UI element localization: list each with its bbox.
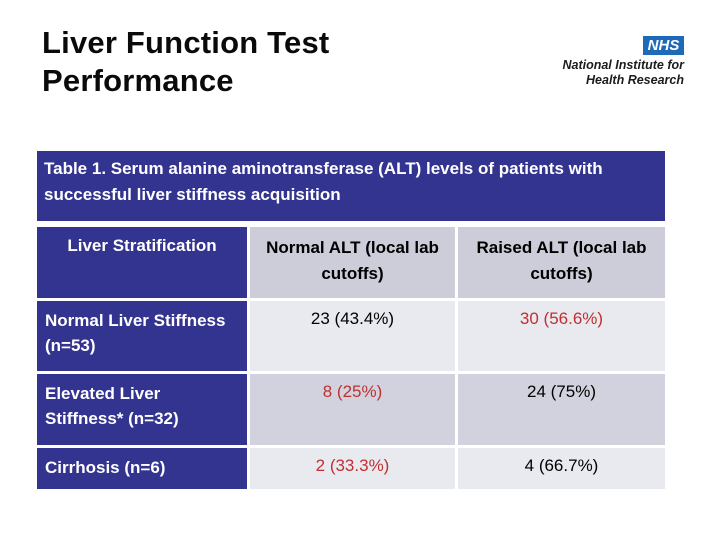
table-cell: 8 (25%): [250, 374, 455, 445]
alt-table: Liver Stratification Normal ALT (local l…: [37, 227, 665, 489]
page-title: Liver Function Test Performance: [42, 24, 329, 100]
cell-value: 4 (66.7%): [524, 456, 599, 475]
table-cell: 4 (66.7%): [458, 448, 665, 489]
column-header-stratification: Liver Stratification: [37, 227, 247, 298]
table-cell: 30 (56.6%): [458, 301, 665, 371]
cell-value: 30 (56.6%): [519, 309, 604, 328]
title-line-2: Performance: [42, 63, 234, 98]
table-cell: 2 (33.3%): [250, 448, 455, 489]
title-line-1: Liver Function Test: [42, 25, 330, 60]
cell-value: 23 (43.4%): [310, 309, 395, 328]
cell-value: 24 (75%): [527, 382, 596, 401]
nhs-logo-icon: NHS: [643, 36, 684, 55]
column-header-normal-alt: Normal ALT (local lab cutoffs): [250, 227, 455, 298]
logo-org-line-1: National Institute for: [562, 58, 684, 72]
table-cell: 24 (75%): [458, 374, 665, 445]
column-header-raised-alt: Raised ALT (local lab cutoffs): [458, 227, 665, 298]
logo-org-line-2: Health Research: [586, 73, 684, 87]
row-label-cirrhosis: Cirrhosis (n=6): [37, 448, 247, 489]
row-label-normal-stiffness: Normal Liver Stiffness (n=53): [37, 301, 247, 371]
nihr-logo: NHS National Institute for Health Resear…: [562, 36, 684, 88]
cell-value: 8 (25%): [322, 382, 383, 401]
table-cell: 23 (43.4%): [250, 301, 455, 371]
table-caption: Table 1. Serum alanine aminotransferase …: [37, 151, 665, 221]
cell-value: 2 (33.3%): [315, 456, 390, 475]
row-label-elevated-stiffness: Elevated Liver Stiffness* (n=32): [37, 374, 247, 445]
